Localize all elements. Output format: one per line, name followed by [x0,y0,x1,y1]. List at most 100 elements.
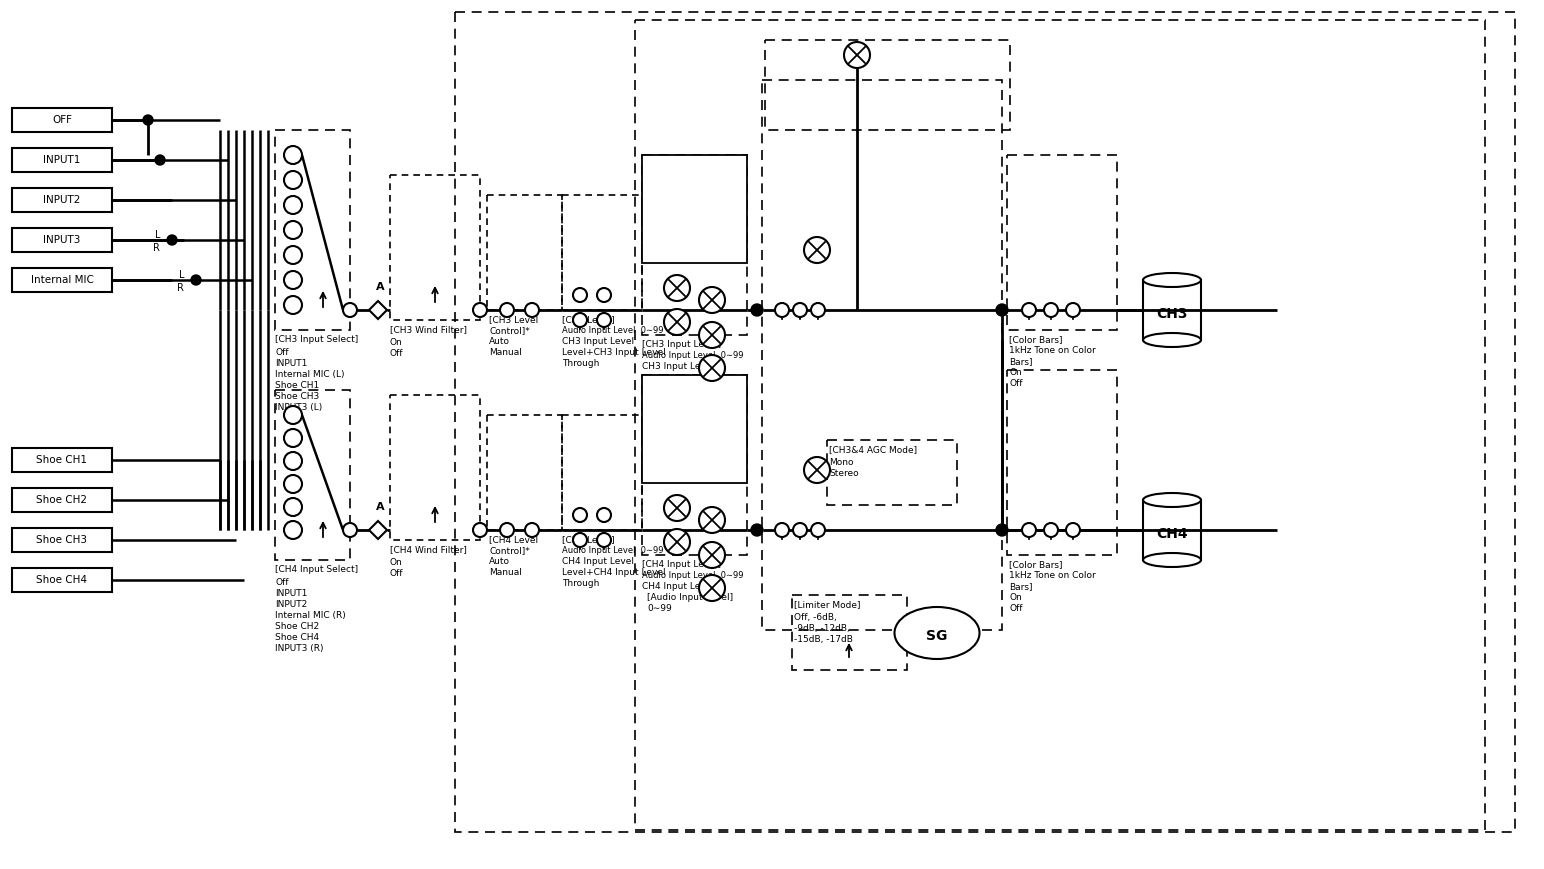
Text: 1kHz Tone on Color: 1kHz Tone on Color [1008,346,1096,355]
Circle shape [284,521,303,539]
Text: Bars]: Bars] [1008,582,1033,591]
Text: Off, -6dB,: Off, -6dB, [794,613,837,622]
Circle shape [699,542,726,568]
Circle shape [284,271,303,289]
Circle shape [664,275,690,301]
Text: INPUT1: INPUT1 [275,359,307,368]
Bar [635,20,1485,830]
Text: [CH3 Wind Filter]: [CH3 Wind Filter] [391,325,466,334]
Circle shape [1065,303,1079,317]
Text: Control]*: Control]* [489,546,530,555]
Bar [12,108,113,132]
Circle shape [284,452,303,470]
Circle shape [794,523,808,537]
Circle shape [284,406,303,424]
Bar [1143,280,1201,340]
Text: Internal MIC: Internal MIC [31,275,94,285]
Circle shape [598,288,611,302]
Circle shape [664,309,690,335]
Text: [CH4 Level]: [CH4 Level] [562,535,615,544]
Text: Off: Off [391,349,403,358]
Circle shape [750,524,763,536]
Bar [486,415,562,530]
Text: [Audio Input Level]: [Audio Input Level] [647,593,733,602]
Circle shape [284,498,303,516]
Bar [275,130,350,330]
Text: INPUT2: INPUT2 [275,600,307,609]
Bar [763,80,1002,630]
Text: -9dB, -12dB,: -9dB, -12dB, [794,624,849,633]
Text: INPUT1: INPUT1 [43,155,80,165]
Text: 0∼99: 0∼99 [647,604,672,613]
Text: [Limiter Mode]: [Limiter Mode] [794,600,860,609]
Text: INPUT3 (R): INPUT3 (R) [275,644,324,653]
Bar [1007,370,1116,555]
Bar [391,175,480,320]
Text: L: L [154,230,161,240]
Bar [12,148,113,172]
Text: INPUT1: INPUT1 [275,589,307,598]
Circle shape [845,42,869,68]
Bar [12,488,113,512]
Circle shape [191,275,201,285]
Text: CH4: CH4 [1156,527,1187,541]
Text: Stereo: Stereo [829,469,858,478]
Polygon shape [369,301,388,319]
Circle shape [167,235,178,245]
Circle shape [343,523,357,537]
Circle shape [144,115,153,125]
Circle shape [1044,523,1058,537]
Circle shape [804,237,831,263]
Text: On: On [391,338,403,347]
Circle shape [284,146,303,164]
Text: Through: Through [562,359,599,368]
Circle shape [472,523,486,537]
Text: Shoe CH2: Shoe CH2 [37,495,88,505]
Circle shape [284,221,303,239]
Text: On: On [1008,593,1022,602]
Ellipse shape [1143,493,1201,507]
Circle shape [284,196,303,214]
Text: Shoe CH1: Shoe CH1 [37,455,88,465]
Text: CH3 Input Level: CH3 Input Level [562,337,635,346]
Circle shape [500,303,514,317]
Text: INPUT3: INPUT3 [43,235,80,245]
Circle shape [699,287,726,313]
Text: On: On [1008,368,1022,377]
Circle shape [811,303,824,317]
Text: Off: Off [275,578,289,587]
Ellipse shape [1143,553,1201,567]
Text: CH3 Input Level: CH3 Input Level [642,362,715,371]
Circle shape [573,288,587,302]
Circle shape [775,303,789,317]
Text: R: R [178,283,184,293]
Circle shape [525,523,539,537]
Text: Auto: Auto [489,337,510,346]
Text: Shoe CH3: Shoe CH3 [37,535,88,545]
Circle shape [750,304,763,316]
Bar [792,595,906,670]
Circle shape [573,313,587,327]
Circle shape [804,457,831,483]
Text: 1kHz Tone on Color: 1kHz Tone on Color [1008,571,1096,580]
Circle shape [154,155,165,165]
Text: Bars]: Bars] [1008,357,1033,366]
Text: [CH4 Level: [CH4 Level [489,535,539,544]
Circle shape [598,313,611,327]
Circle shape [1022,303,1036,317]
Bar [12,268,113,292]
Circle shape [573,508,587,522]
Bar [12,528,113,552]
Circle shape [794,303,808,317]
Bar [562,415,642,530]
Circle shape [996,524,1008,536]
Text: OFF: OFF [52,115,73,125]
Text: CH3: CH3 [1156,307,1187,321]
Text: On: On [391,558,403,567]
Circle shape [284,296,303,314]
Circle shape [775,523,789,537]
Text: [CH3&4 AGC Mode]: [CH3&4 AGC Mode] [829,445,917,454]
Bar [12,228,113,252]
Text: SG: SG [926,629,948,643]
Text: [CH4 Input Select]: [CH4 Input Select] [275,565,358,574]
